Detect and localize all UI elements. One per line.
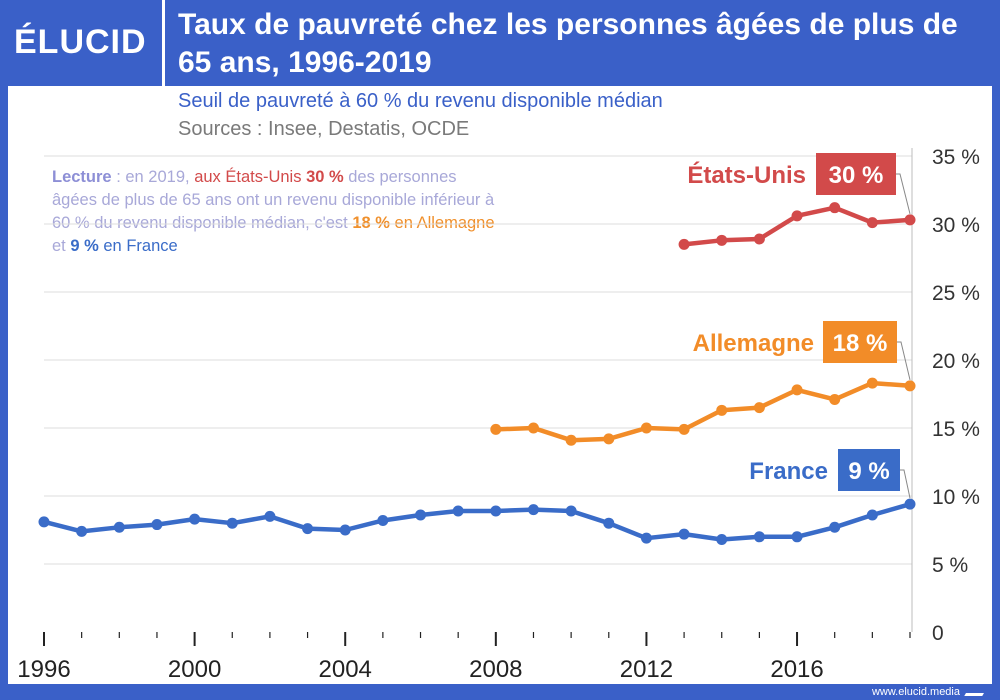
data-point-de-2013: [678, 423, 690, 435]
series-badge-us: [816, 153, 896, 195]
reading-note-part3: et: [52, 237, 71, 255]
data-point-us-2016: [791, 210, 803, 222]
series-name-us: États-Unis: [687, 161, 806, 189]
chart-subtitle: Seuil de pauvreté à 60 % du revenu dispo…: [178, 90, 663, 112]
y-axis: 0 5 % 10 % 15 % 20 % 25 % 30 % 35 %: [911, 146, 980, 645]
x-tick-label: 2004: [319, 656, 372, 683]
y-tick-label: 20 %: [932, 350, 980, 373]
header-bar: ÉLUCID Taux de pauvreté chez les personn…: [0, 0, 1000, 86]
x-axis: 1996 2000 2004 2008 2012 2016: [17, 632, 911, 683]
series-badge-text-us: 30 %: [829, 162, 884, 189]
chart-title: Taux de pauvreté chez les personnes âgée…: [178, 8, 958, 79]
y-tick-label: 15 %: [932, 418, 980, 441]
data-point-de-2008: [490, 423, 502, 435]
data-point-fr-2017: [829, 521, 841, 533]
data-point-de-2019: [904, 380, 916, 392]
data-point-fr-2007: [452, 505, 464, 517]
data-point-us-2015: [753, 233, 765, 245]
chart-sources: Sources : Insee, Destatis, OCDE: [178, 118, 470, 140]
data-point-fr-2006: [415, 509, 427, 521]
x-tick-label: 2008: [469, 656, 522, 683]
y-tick-label: 30 %: [932, 214, 980, 237]
data-point-us-2017: [829, 202, 841, 214]
header-divider: [162, 0, 165, 86]
data-point-fr-2002: [264, 510, 276, 522]
data-point-de-2018: [866, 377, 878, 389]
y-tick-label: 5 %: [932, 554, 968, 577]
data-point-de-2009: [527, 422, 539, 434]
data-point-fr-2008: [490, 505, 502, 517]
data-point-de-2012: [640, 422, 652, 434]
series-badge-de: [823, 321, 897, 363]
data-point-fr-2018: [866, 509, 878, 521]
data-point-us-2019: [904, 214, 916, 226]
reading-note-lead: Lecture: [52, 168, 112, 186]
data-point-de-2015: [753, 402, 765, 414]
data-point-us-2013: [678, 238, 690, 250]
data-point-fr-2005: [377, 514, 389, 526]
data-point-de-2011: [603, 433, 615, 445]
series-name-de: Allemagne: [693, 330, 814, 357]
series-line-de: [495, 380, 911, 443]
reading-note-us-text: aux États-Unis: [194, 168, 307, 186]
x-tick-label: 2016: [770, 656, 823, 683]
data-point-fr-1997: [76, 525, 88, 537]
data-point-de-2017: [829, 393, 841, 405]
series-name-fr: France: [749, 458, 828, 485]
reading-note-de-value: 18 %: [352, 214, 390, 232]
data-point-de-2014: [716, 404, 728, 416]
data-point-fr-2012: [640, 532, 652, 544]
series-layer: [38, 202, 916, 546]
series-badge-fr: [838, 449, 900, 491]
data-point-fr-2014: [716, 534, 728, 546]
y-tick-label: 0: [932, 622, 944, 645]
data-point-fr-1999: [151, 519, 163, 531]
data-point-de-2016: [791, 384, 803, 396]
reading-note-de-text: en Allemagne: [389, 214, 495, 232]
x-tick-label: 2012: [620, 656, 673, 683]
series-badge-text-fr: 9 %: [848, 458, 889, 485]
data-point-fr-2019: [904, 498, 916, 510]
reading-note: Lecture : en 2019, aux États-Unis 30 % d…: [52, 166, 502, 258]
y-tick-label: 10 %: [932, 486, 980, 509]
data-point-fr-2001: [226, 517, 238, 529]
reading-note-part1: : en 2019,: [111, 168, 195, 186]
data-point-us-2014: [716, 234, 728, 246]
series-badge-text-de: 18 %: [833, 330, 888, 357]
data-point-us-2018: [866, 217, 878, 229]
data-point-fr-2010: [565, 505, 577, 517]
data-point-fr-2016: [791, 531, 803, 543]
data-point-fr-1996: [38, 516, 50, 528]
reading-note-fr-value: 9 %: [70, 237, 99, 255]
data-point-fr-2003: [302, 523, 314, 535]
data-point-fr-2015: [753, 531, 765, 543]
data-point-fr-2013: [678, 528, 690, 540]
grid-lines: [44, 155, 912, 565]
series-labels: États-Unis 30 % Allemagne 18 % France 9 %: [687, 153, 911, 499]
leader-line-fr: [900, 469, 911, 499]
data-point-fr-2004: [339, 524, 351, 536]
reading-note-fr-text: en France: [98, 237, 178, 255]
data-point-fr-2000: [189, 513, 201, 525]
data-point-de-2010: [565, 434, 577, 446]
data-point-fr-1998: [113, 521, 125, 533]
footer-url: www.elucid.media: [871, 686, 960, 698]
leader-line-us: [896, 173, 911, 215]
reading-note-part2: des personnes âgées de plus de 65 ans on…: [52, 168, 495, 232]
reading-note-us-value: 30 %: [306, 168, 344, 186]
data-point-fr-2009: [527, 504, 539, 516]
x-tick-label: 1996: [17, 656, 70, 683]
y-tick-label: 35 %: [932, 146, 980, 169]
data-point-fr-2011: [603, 517, 615, 529]
leader-line-de: [897, 341, 911, 380]
y-tick-label: 25 %: [932, 282, 980, 305]
series-line-fr: [43, 502, 911, 542]
elucid-logo: ÉLUCID: [14, 23, 147, 61]
x-tick-label: 2000: [168, 656, 221, 683]
